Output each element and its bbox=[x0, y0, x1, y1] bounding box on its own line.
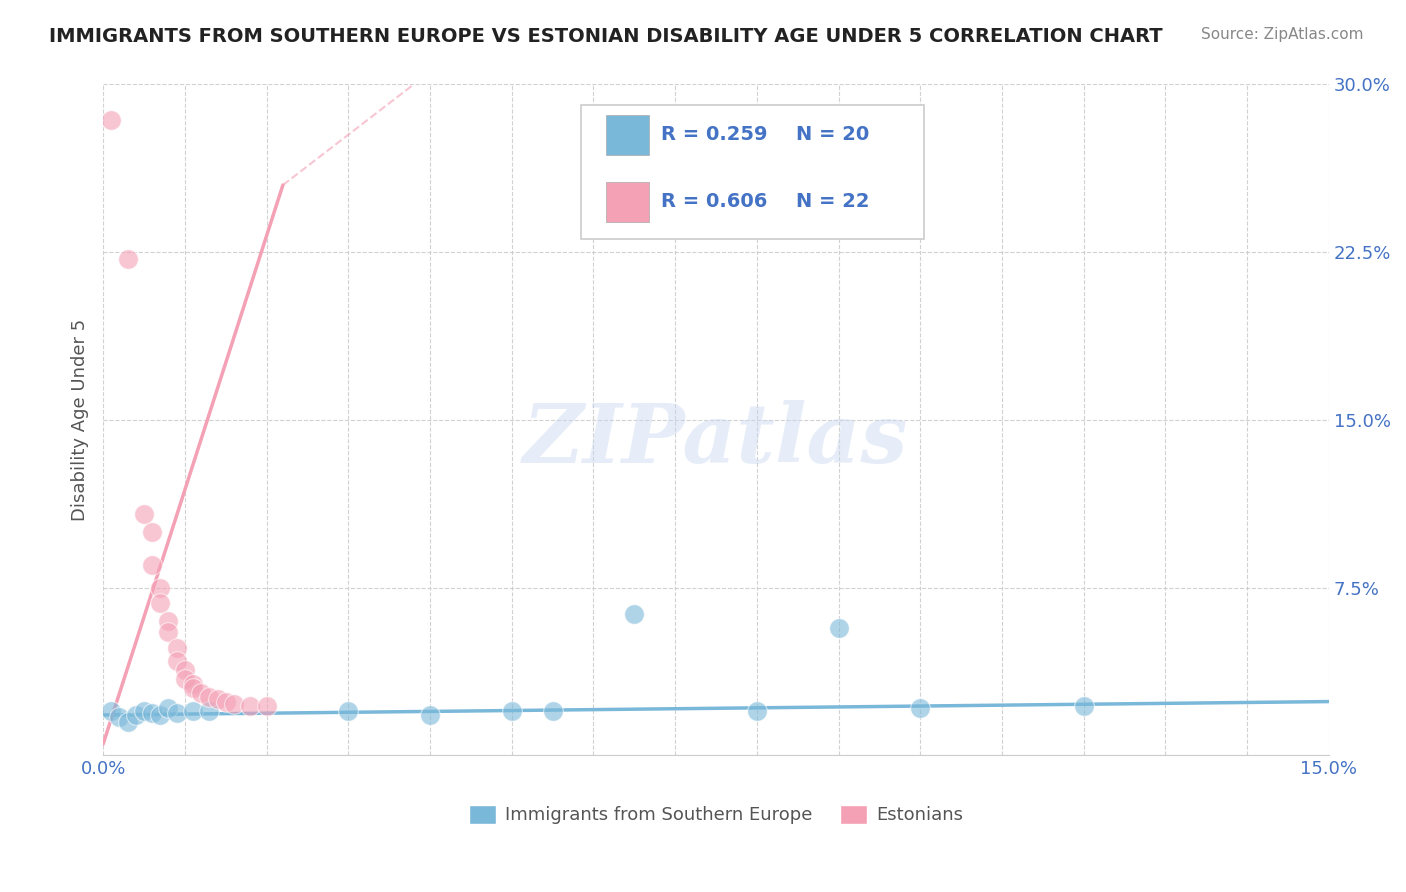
Point bbox=[181, 681, 204, 695]
Text: R = 0.259: R = 0.259 bbox=[661, 125, 768, 145]
Point bbox=[239, 699, 262, 714]
Bar bbox=[606, 182, 648, 222]
Point bbox=[117, 714, 139, 729]
Point bbox=[215, 695, 238, 709]
Point bbox=[419, 708, 441, 723]
Point bbox=[198, 704, 221, 718]
Point bbox=[108, 710, 131, 724]
Point bbox=[157, 701, 180, 715]
Point bbox=[149, 596, 172, 610]
Point bbox=[541, 704, 564, 718]
Text: N = 20: N = 20 bbox=[796, 125, 869, 145]
Point bbox=[337, 704, 360, 718]
Point bbox=[190, 685, 212, 699]
Text: R = 0.606: R = 0.606 bbox=[661, 193, 768, 211]
Point bbox=[149, 581, 172, 595]
Point bbox=[181, 676, 204, 690]
Point bbox=[222, 697, 245, 711]
Point bbox=[166, 640, 188, 655]
Point bbox=[117, 252, 139, 266]
Point bbox=[125, 708, 148, 723]
Point bbox=[100, 113, 122, 128]
Text: Source: ZipAtlas.com: Source: ZipAtlas.com bbox=[1201, 27, 1364, 42]
Text: ZIPatlas: ZIPatlas bbox=[523, 400, 908, 480]
Point bbox=[149, 708, 172, 723]
Point bbox=[207, 692, 229, 706]
Legend: Immigrants from Southern Europe, Estonians: Immigrants from Southern Europe, Estonia… bbox=[463, 797, 970, 831]
Text: N = 22: N = 22 bbox=[796, 193, 869, 211]
Point bbox=[166, 706, 188, 720]
Point bbox=[166, 654, 188, 668]
Point bbox=[157, 614, 180, 628]
Point bbox=[141, 558, 163, 573]
Point bbox=[100, 704, 122, 718]
Point bbox=[827, 621, 849, 635]
Point bbox=[1073, 699, 1095, 714]
Y-axis label: Disability Age Under 5: Disability Age Under 5 bbox=[72, 318, 89, 521]
Point bbox=[745, 704, 768, 718]
Text: IMMIGRANTS FROM SOUTHERN EUROPE VS ESTONIAN DISABILITY AGE UNDER 5 CORRELATION C: IMMIGRANTS FROM SOUTHERN EUROPE VS ESTON… bbox=[49, 27, 1163, 45]
Point bbox=[256, 699, 278, 714]
Point bbox=[141, 706, 163, 720]
Point bbox=[132, 507, 155, 521]
Point bbox=[141, 524, 163, 539]
FancyBboxPatch shape bbox=[581, 104, 924, 239]
Point bbox=[173, 672, 195, 686]
Point bbox=[173, 663, 195, 677]
Point bbox=[623, 607, 645, 622]
Point bbox=[157, 625, 180, 640]
Point bbox=[198, 690, 221, 705]
Point bbox=[908, 701, 931, 715]
Point bbox=[132, 704, 155, 718]
Point bbox=[181, 704, 204, 718]
Bar bbox=[606, 115, 648, 155]
Point bbox=[501, 704, 523, 718]
